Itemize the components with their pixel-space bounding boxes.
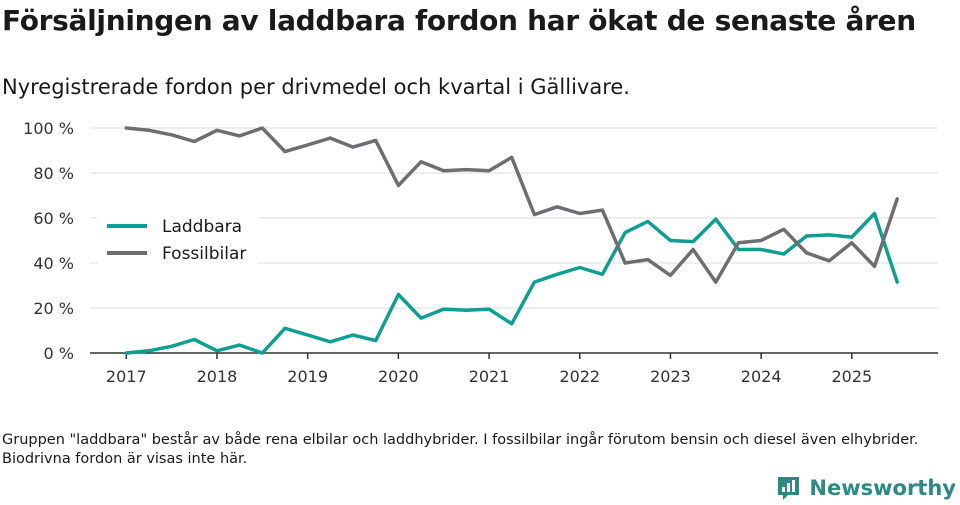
y-tick-label: 0 % bbox=[44, 344, 74, 363]
x-tick-label: 2017 bbox=[106, 367, 147, 386]
x-tick-label: 2019 bbox=[287, 367, 328, 386]
y-tick-label: 60 % bbox=[33, 209, 74, 228]
series-lines bbox=[124, 126, 899, 355]
y-tick-label: 100 % bbox=[23, 119, 74, 138]
x-tick-label: 2025 bbox=[831, 367, 872, 386]
y-axis-ticks: 0 % 20 % 40 % 60 % 80 % 100 % bbox=[23, 119, 74, 363]
legend-label: Fossilbilar bbox=[162, 244, 246, 264]
brand-logo: Newsworthy bbox=[775, 474, 956, 501]
series-line-laddbara bbox=[124, 211, 899, 355]
series-line-fossilbilar bbox=[124, 126, 899, 284]
legend: Laddbara Fossilbilar bbox=[98, 207, 258, 270]
legend-background bbox=[98, 207, 258, 270]
chart-subtitle: Nyregistrerade fordon per drivmedel och … bbox=[2, 75, 630, 99]
x-tick-label: 2020 bbox=[378, 367, 419, 386]
newsworthy-logo-icon bbox=[778, 477, 800, 500]
y-tick-label: 20 % bbox=[33, 299, 74, 318]
x-tick-label: 2018 bbox=[197, 367, 238, 386]
chart-title: Försäljningen av laddbara fordon har öka… bbox=[2, 4, 916, 37]
x-tick-label: 2024 bbox=[741, 367, 782, 386]
x-axis-ticks: 2017 2018 2019 2020 2021 2022 2023 2024 2025 bbox=[106, 353, 872, 386]
legend-label: Laddbara bbox=[162, 217, 242, 237]
x-tick-label: 2023 bbox=[650, 367, 691, 386]
line-chart: 0 % 20 % 40 % 60 % 80 % 100 % 2017 2018 2019 202… bbox=[23, 119, 938, 386]
gridlines bbox=[90, 127, 938, 354]
y-tick-label: 80 % bbox=[33, 164, 74, 183]
x-tick-label: 2022 bbox=[559, 367, 600, 386]
brand-name: Newsworthy bbox=[809, 475, 956, 500]
x-tick-label: 2021 bbox=[469, 367, 510, 386]
footnote: Gruppen "laddbara" består av både rena e… bbox=[2, 432, 919, 467]
y-tick-label: 40 % bbox=[33, 254, 74, 273]
